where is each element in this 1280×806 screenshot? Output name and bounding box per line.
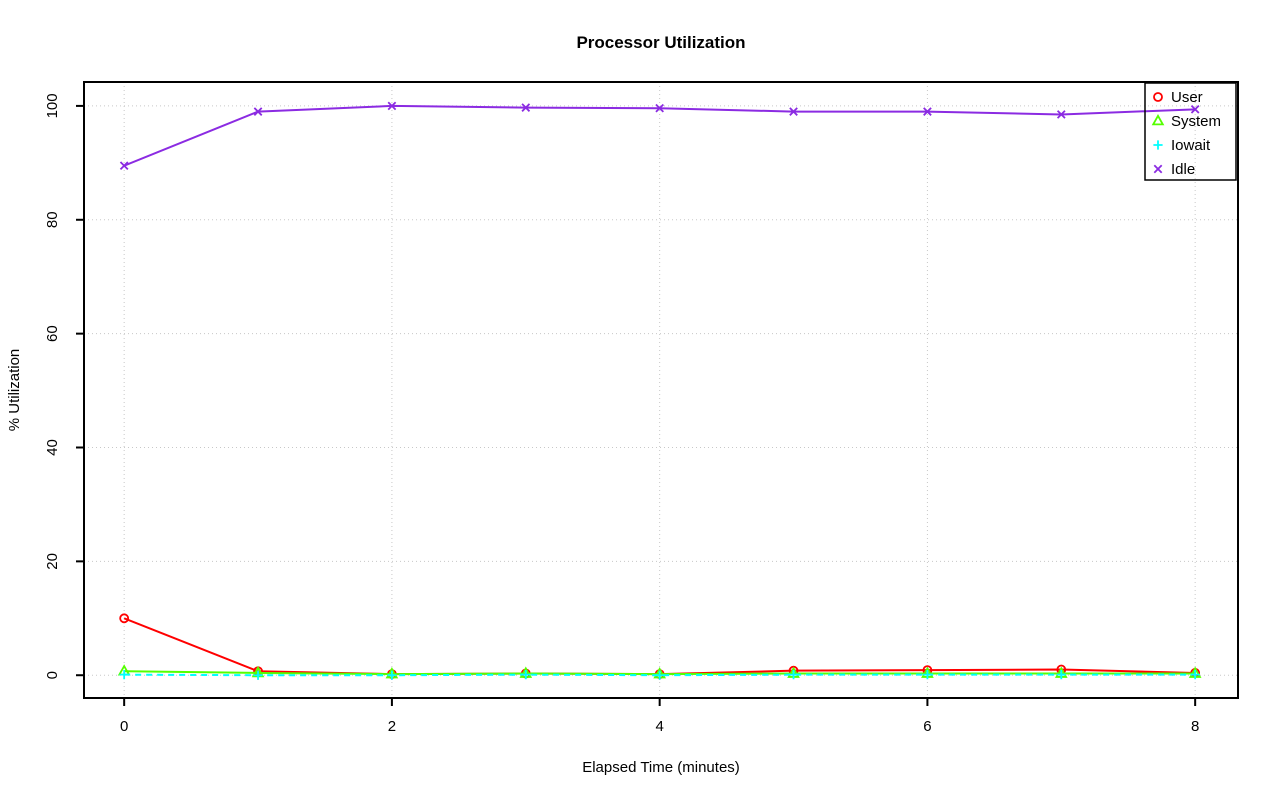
legend-label-iowait: Iowait — [1171, 137, 1211, 154]
data-point-plus — [253, 670, 263, 680]
data-series — [117, 101, 1202, 680]
x-tick-label: 6 — [923, 718, 931, 735]
data-point-plus — [1190, 670, 1200, 680]
data-point-x — [521, 103, 531, 112]
gridlines — [84, 82, 1238, 698]
data-point-plus — [521, 670, 531, 680]
x-axis-label: Elapsed Time (minutes) — [582, 759, 740, 776]
x-tick-label: 0 — [120, 718, 128, 735]
y-tick-label: 40 — [44, 439, 61, 456]
data-point-x — [789, 107, 798, 116]
data-point-x — [1153, 164, 1163, 174]
x-tick-label: 8 — [1191, 718, 1199, 735]
data-point-triangle — [1151, 113, 1165, 126]
data-point-x — [253, 107, 263, 116]
data-point-plus — [1056, 670, 1066, 680]
y-tick-label: 20 — [44, 553, 61, 570]
legend-item-idle: Idle — [1153, 161, 1195, 178]
y-tick-label: 0 — [44, 671, 61, 679]
data-point-x — [1056, 110, 1066, 119]
data-point-plus — [387, 670, 397, 680]
data-point-x — [923, 107, 932, 116]
legend-item-user: User — [1153, 89, 1203, 106]
data-point-plus — [922, 670, 933, 680]
x-tick-label: 2 — [388, 718, 396, 735]
data-point-x — [387, 101, 397, 111]
series-idle — [119, 101, 1200, 171]
data-point-plus — [1153, 140, 1163, 150]
y-tick-label: 80 — [44, 211, 61, 228]
data-point-circle — [119, 613, 130, 624]
legend-label-system: System — [1171, 113, 1221, 130]
legend: User System Iowait Idle — [1144, 82, 1237, 181]
data-point-plus — [655, 670, 665, 680]
plot-frame — [83, 81, 1239, 699]
data-point-x — [1190, 104, 1200, 114]
legend-item-iowait: Iowait — [1153, 137, 1211, 154]
legend-box — [1144, 82, 1237, 181]
data-point-plus — [788, 670, 799, 680]
series-line-iowait — [124, 673, 1196, 677]
chart-title: Processor Utilization — [576, 33, 745, 52]
x-tick-label: 4 — [655, 718, 663, 735]
plot-border — [83, 81, 1239, 699]
y-tick-label: 60 — [44, 325, 61, 342]
data-point-x — [655, 103, 664, 113]
legend-item-system: System — [1151, 113, 1221, 130]
legend-label-user: User — [1171, 89, 1203, 106]
data-point-x — [119, 161, 129, 171]
y-axis-label: % Utilization — [6, 349, 23, 432]
legend-label-idle: Idle — [1171, 161, 1195, 178]
y-tick-label: 100 — [44, 93, 61, 118]
data-point-plus — [119, 670, 129, 680]
series-iowait — [119, 670, 1200, 680]
data-point-circle — [1153, 92, 1163, 102]
